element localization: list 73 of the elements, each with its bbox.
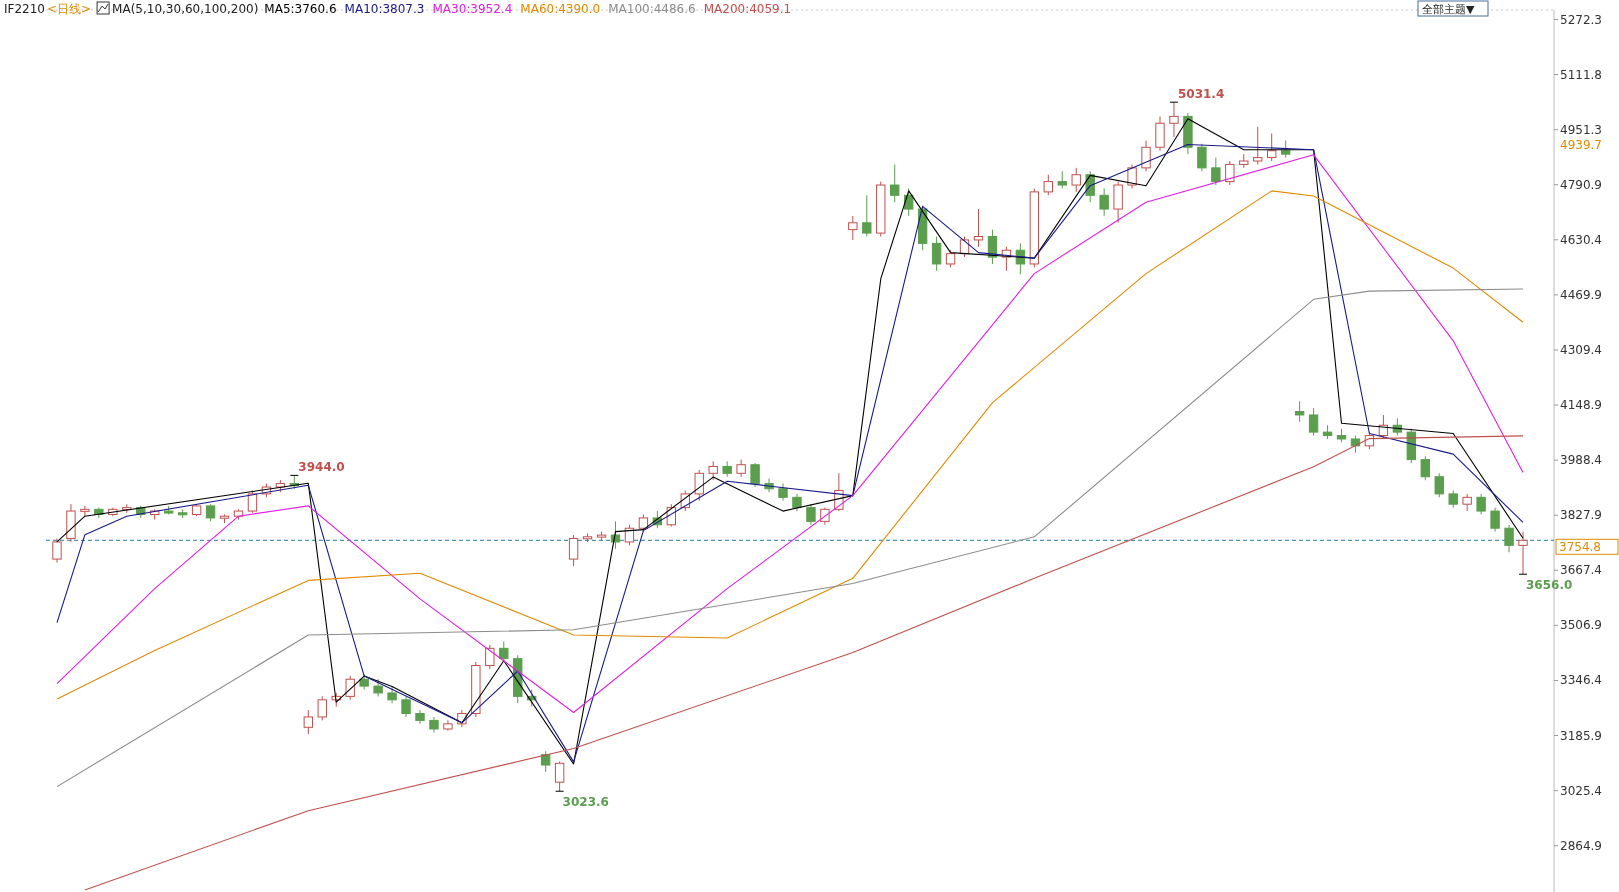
candlestick [1267,133,1277,162]
annotation: 3944.0 [298,460,345,475]
annotation: 5031.4 [1177,87,1225,102]
candlestick [1504,524,1514,553]
candlestick [973,208,984,248]
candlestick [303,709,313,735]
candlestick [1476,493,1486,515]
candlestick [890,163,900,203]
candlestick [806,503,816,526]
y-tick-label: 2864.9 [1560,838,1602,853]
candlestick [1211,157,1221,186]
y-tick-label: 5111.8 [1560,67,1602,82]
candlestick [345,675,355,701]
candlestick [247,489,258,514]
text: MA10:3807.3 [344,2,425,16]
line-series [84,435,1524,891]
chart-title: IF2210 [4,2,45,16]
text: MA30:3952.4 [432,2,513,16]
annotation: 3023.6 [562,795,609,810]
y-tick-label: 4469.9 [1560,287,1602,302]
chart-subtitle: <日线> [46,2,92,16]
candlestick [1490,507,1500,533]
candlestick [401,695,411,718]
candlestick [52,538,62,564]
y-tick-label: 4630.4 [1560,232,1602,247]
candlestick [568,534,579,567]
candlestick [540,750,551,773]
text: MA60:4390.0 [520,2,601,16]
legend-title: MA(5,10,30,60,100,200) [112,2,259,16]
text: 4939.7 [1560,137,1602,152]
candlestick [694,469,704,502]
y-tick-label: 4309.4 [1560,342,1602,357]
y-tick-label: 4790.9 [1560,177,1602,192]
text: MA100:4486.6 [608,2,696,16]
candlestick [554,761,565,792]
y-tick-label: 3667.4 [1560,563,1602,578]
candlestick [1071,167,1081,193]
y-tick-label: 4148.9 [1560,398,1602,413]
candlestick [848,215,858,241]
candlestick [610,520,621,550]
y-tick-label: 4951.3 [1560,122,1602,137]
text: MA5:3760.6 [264,2,337,16]
candlestick [1099,187,1109,217]
line-series [56,288,1524,788]
candlestick [317,695,327,721]
candlestick [708,460,718,481]
y-tick-label: 5272.3 [1560,12,1602,27]
candlestick [1127,163,1137,189]
candlestick [1141,139,1151,172]
theme-button: 全部主题▼ [1417,0,1489,17]
y-tick-label: 3988.4 [1560,453,1602,468]
candlestick [1197,143,1207,172]
candlestick [1043,174,1053,196]
ref-line-label: 3754.8 [1559,540,1601,555]
candlestick [862,194,872,238]
candlestick [485,644,495,670]
candlestick [1253,126,1263,165]
annotation: 全部主题▼ [1422,3,1475,16]
candlestick [1225,160,1235,186]
candlestick [931,236,942,272]
y-tick-label: 3185.9 [1560,728,1602,743]
annotation: 3656.0 [1526,578,1573,593]
candlestick [750,462,760,488]
y-tick-label: 3506.9 [1560,618,1602,633]
y-tick-label: 3827.9 [1560,508,1602,523]
candlestick [1434,472,1444,498]
candlestick [80,505,90,517]
text: MA200:4059.1 [703,2,792,16]
candlestick [1308,407,1319,437]
candlestick [1420,455,1430,481]
y-tick-label: 3346.4 [1560,673,1602,688]
candlestick [1294,400,1305,423]
y-tick-label: 3025.4 [1560,783,1602,798]
